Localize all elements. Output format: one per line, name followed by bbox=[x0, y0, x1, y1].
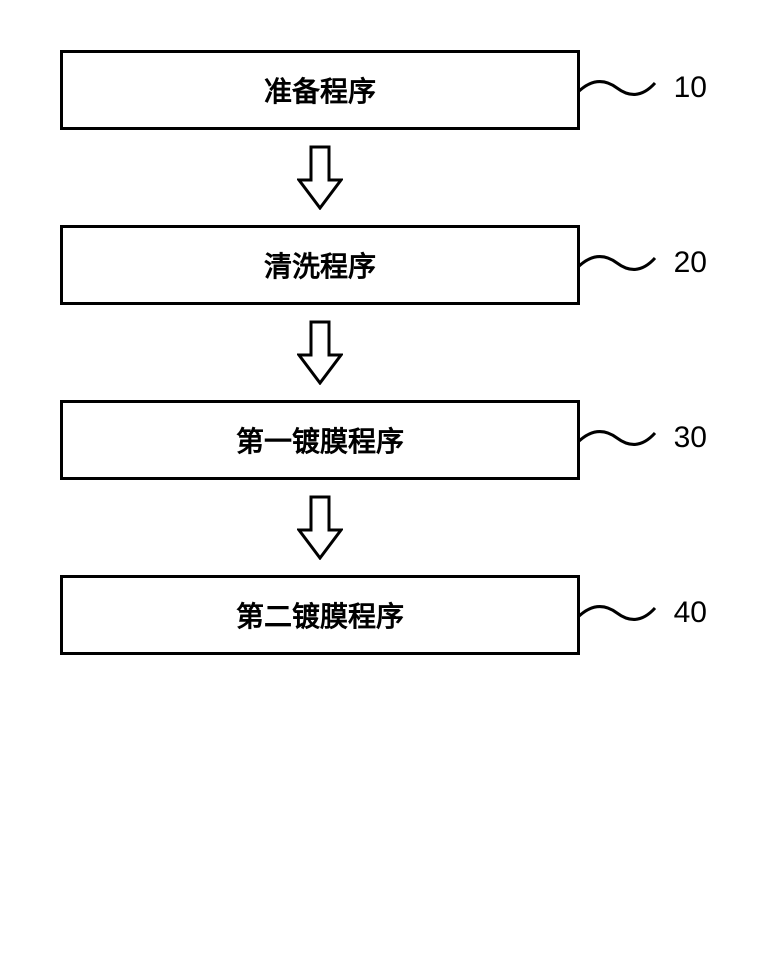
down-arrow-icon bbox=[297, 495, 343, 560]
flowchart-diagram: 准备程序 10 清洗程序 20 第一镀膜程序 30 bbox=[60, 50, 660, 655]
connector-curve bbox=[577, 593, 657, 643]
flowchart-node: 清洗程序 20 bbox=[60, 225, 580, 305]
node-number: 30 bbox=[674, 421, 707, 455]
node-number: 10 bbox=[674, 71, 707, 105]
down-arrow-icon bbox=[297, 320, 343, 385]
flowchart-node: 第二镀膜程序 40 bbox=[60, 575, 580, 655]
node-label: 准备程序 bbox=[264, 70, 376, 110]
flowchart-node: 准备程序 10 bbox=[60, 50, 580, 130]
connector-curve bbox=[577, 418, 657, 468]
node-label: 第二镀膜程序 bbox=[236, 595, 404, 635]
node-label: 第一镀膜程序 bbox=[236, 420, 404, 460]
flowchart-node: 第一镀膜程序 30 bbox=[60, 400, 580, 480]
down-arrow-icon bbox=[297, 145, 343, 210]
arrow-container bbox=[60, 305, 580, 400]
connector-curve bbox=[577, 68, 657, 118]
connector-curve bbox=[577, 243, 657, 293]
node-number: 20 bbox=[674, 246, 707, 280]
arrow-container bbox=[60, 480, 580, 575]
arrow-container bbox=[60, 130, 580, 225]
node-number: 40 bbox=[674, 596, 707, 630]
node-label: 清洗程序 bbox=[264, 245, 376, 285]
